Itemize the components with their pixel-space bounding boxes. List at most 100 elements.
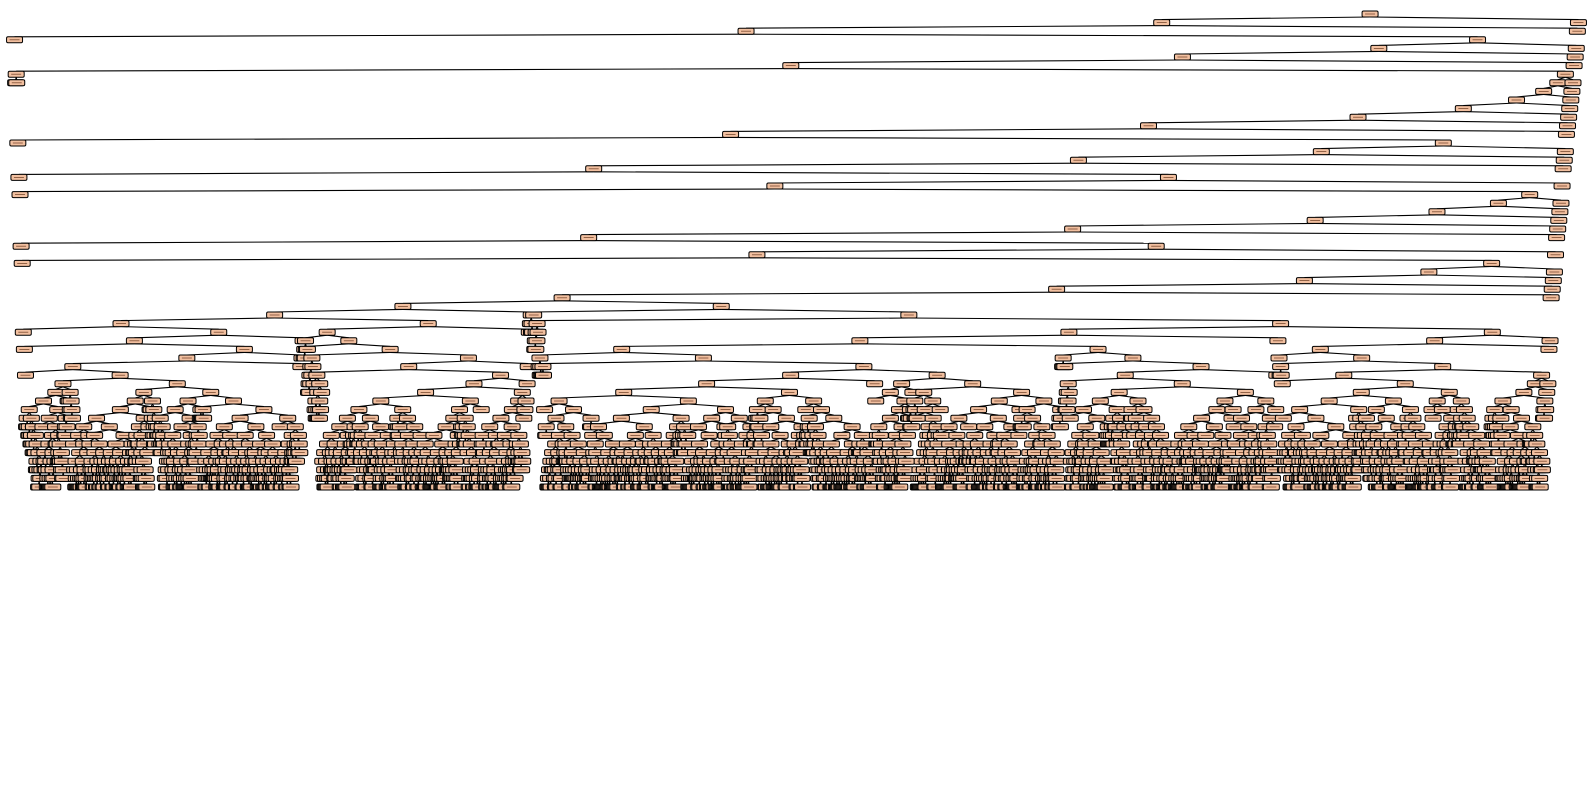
tree-edge	[1370, 16, 1579, 21]
tree-split-node	[202, 388, 220, 396]
tree-edge	[16, 68, 791, 72]
tree-edge	[14, 33, 747, 38]
tree-edge	[623, 386, 707, 390]
tree-split-node	[189, 423, 207, 431]
tree-edge	[1428, 274, 1554, 279]
tree-edge	[1182, 59, 1575, 64]
tree-edge	[1280, 360, 1362, 365]
tree-edge	[72, 360, 187, 365]
tree-edge	[274, 317, 429, 322]
tree-edge	[425, 394, 471, 399]
tree-leaf-node	[10, 173, 28, 181]
tree-split-node	[289, 431, 307, 439]
tree-edge	[1315, 214, 1437, 218]
tree-edge	[1072, 231, 1557, 236]
tree-edge	[23, 326, 122, 330]
tree-edge	[1304, 283, 1553, 287]
tree-split-node	[100, 423, 118, 431]
tree-split-node	[135, 388, 153, 396]
tree-split-node	[281, 474, 299, 482]
tree-edge	[1201, 369, 1277, 373]
tree-leaf-node	[138, 483, 156, 491]
tree-split-node	[86, 431, 104, 439]
tree-leaf-node	[190, 431, 208, 439]
tree-edge	[1068, 326, 1281, 330]
tree-edge	[1315, 222, 1558, 227]
tree-edge	[621, 343, 860, 347]
tree-edge	[1182, 386, 1246, 390]
tree-edge	[1068, 377, 1126, 382]
tree-edge	[1436, 214, 1559, 218]
tree-split-node	[224, 397, 242, 405]
tree-edge	[390, 351, 469, 356]
tree-edge	[327, 326, 429, 330]
tree-edge	[908, 317, 1281, 322]
tree-leaf-node	[304, 363, 322, 371]
tree-edge	[1119, 386, 1183, 390]
tree-edge	[402, 308, 532, 313]
tree-split-node	[135, 457, 153, 465]
tree-edge	[244, 351, 302, 356]
tree-edge	[706, 377, 791, 382]
tree-edge	[790, 59, 1183, 64]
tree-split-node	[40, 414, 58, 422]
tree-edge	[1343, 369, 1443, 373]
tree-leaf-node	[282, 483, 300, 491]
tree-split-node	[7, 70, 25, 78]
tree-split-node	[111, 406, 129, 414]
tree-split-node	[64, 363, 82, 371]
tree-edge	[1148, 119, 1359, 124]
tree-split-node	[194, 406, 212, 414]
tree-edge	[774, 179, 1169, 184]
tree-edge	[24, 343, 135, 347]
tree-edge	[588, 240, 1157, 244]
tree-edge	[774, 188, 1530, 193]
tree-edge	[1434, 334, 1493, 339]
tree-edge	[1463, 102, 1517, 107]
tree-split-node	[22, 414, 40, 422]
tree-edge	[120, 326, 219, 330]
tree-split-node	[164, 431, 182, 439]
tree-edge	[186, 351, 245, 356]
tree-edge	[1156, 248, 1556, 253]
tree-edge	[562, 300, 722, 304]
tree-split-node	[54, 380, 72, 388]
tree-leaf-node	[11, 191, 29, 199]
tree-edge	[1182, 50, 1379, 55]
tree-leaf-node	[15, 345, 33, 353]
tree-edge	[1148, 128, 1567, 132]
tree-leaf-node	[288, 457, 306, 465]
tree-split-node	[111, 371, 129, 379]
tree-split-node	[173, 423, 191, 431]
tree-edge	[1516, 102, 1570, 107]
tree-split-node	[235, 345, 253, 353]
tree-edge	[1161, 16, 1371, 21]
tree-edge	[1477, 42, 1577, 46]
tree-split-node	[20, 406, 38, 414]
tree-split-node	[182, 474, 200, 482]
tree-split-node	[264, 440, 282, 448]
tree-split-node	[331, 423, 349, 431]
tree-edge	[428, 326, 530, 330]
tree-edge	[1064, 360, 1133, 365]
tree-edge	[863, 369, 938, 373]
tree-edge	[380, 394, 426, 399]
tree-split-node	[145, 406, 163, 414]
tree-edge	[1056, 283, 1305, 287]
tree-edge	[25, 369, 73, 373]
tree-split-node	[255, 406, 273, 414]
tree-edge	[1125, 377, 1183, 382]
tree-edge	[790, 369, 864, 373]
tree-leaf-node	[189, 440, 207, 448]
tree-leaf-node	[63, 414, 81, 422]
tree-split-node	[126, 397, 144, 405]
tree-split-node	[247, 423, 265, 431]
tree-edge	[1280, 326, 1493, 330]
tree-split-node	[90, 440, 108, 448]
tree-edge	[1361, 360, 1443, 365]
tree-split-node	[178, 354, 196, 362]
tree-leaf-node	[9, 139, 27, 147]
tree-leaf-node	[183, 483, 201, 491]
tree-edge	[1343, 377, 1406, 382]
tree-edge	[186, 360, 301, 365]
